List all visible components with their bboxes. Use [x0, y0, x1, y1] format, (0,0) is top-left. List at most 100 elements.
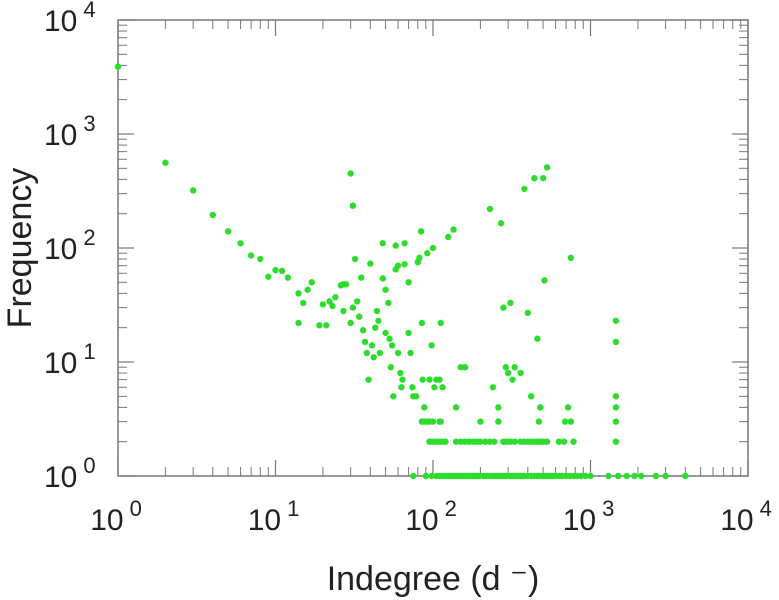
- data-point: [577, 472, 585, 480]
- data-point: [491, 438, 498, 445]
- data-point: [386, 335, 393, 342]
- data-point: [390, 393, 397, 400]
- y-tick-label: 10 4: [44, 0, 96, 38]
- data-point: [407, 349, 414, 357]
- data-point: [209, 211, 217, 219]
- data-point: [375, 317, 382, 324]
- data-point: [587, 472, 594, 480]
- data-point: [429, 418, 437, 425]
- data-point: [405, 329, 412, 337]
- data-point: [367, 260, 374, 267]
- data-point: [379, 275, 386, 282]
- x-tick-label: 10 2: [405, 496, 457, 537]
- data-point: [237, 240, 244, 247]
- data-point: [319, 301, 327, 308]
- data-point: [424, 250, 431, 257]
- data-point: [340, 307, 347, 315]
- data-point: [500, 304, 507, 311]
- data-point: [612, 338, 620, 346]
- data-point: [567, 254, 575, 262]
- data-point: [351, 255, 359, 263]
- data-point: [535, 418, 543, 425]
- data-point: [541, 277, 548, 284]
- data-point: [612, 393, 620, 400]
- data-point: [539, 174, 547, 182]
- y-axis-label: Frequency: [1, 168, 39, 329]
- data-point: [370, 354, 377, 361]
- data-point: [349, 202, 357, 209]
- data-point: [527, 393, 535, 400]
- data-point: [682, 472, 689, 480]
- data-point: [615, 472, 622, 480]
- data-point: [300, 299, 307, 307]
- data-point: [342, 281, 350, 288]
- data-point: [419, 376, 426, 383]
- data-point: [363, 349, 371, 357]
- data-point: [332, 294, 339, 301]
- data-point: [612, 438, 620, 445]
- data-point: [418, 319, 426, 327]
- data-point: [349, 304, 357, 311]
- data-point: [373, 307, 381, 315]
- data-point: [612, 418, 620, 425]
- data-point: [295, 290, 302, 297]
- data-point: [405, 279, 412, 286]
- data-point: [316, 322, 323, 329]
- data-point: [564, 404, 572, 411]
- data-point: [409, 384, 416, 391]
- data-point: [570, 438, 577, 445]
- data-point: [365, 376, 372, 383]
- data-point: [347, 170, 354, 177]
- data-point: [295, 319, 302, 327]
- data-point: [428, 342, 435, 349]
- data-point: [394, 349, 402, 357]
- data-point: [507, 299, 514, 307]
- data-point: [272, 266, 279, 274]
- data-point: [329, 302, 336, 310]
- data-point: [612, 404, 620, 411]
- data-point: [392, 242, 399, 249]
- data-point: [412, 393, 420, 400]
- data-point: [436, 376, 443, 383]
- data-point: [486, 205, 494, 213]
- data-point: [304, 286, 311, 293]
- data-point: [410, 472, 417, 480]
- data-point: [357, 274, 365, 281]
- data-point: [495, 404, 502, 411]
- data-point: [452, 404, 460, 411]
- data-point: [452, 438, 460, 445]
- data-point: [422, 472, 429, 480]
- data-point: [382, 329, 389, 337]
- data-point: [524, 309, 532, 317]
- data-point: [555, 438, 563, 445]
- data-point: [662, 472, 669, 480]
- data-point: [385, 299, 392, 307]
- data-point: [517, 369, 524, 377]
- data-point: [477, 438, 484, 445]
- data-point: [401, 261, 408, 268]
- x-axis-label: Indegree (d ⁻): [327, 560, 540, 598]
- data-point: [652, 472, 660, 480]
- data-point: [534, 335, 541, 342]
- data-point: [504, 369, 512, 377]
- data-point: [368, 342, 376, 349]
- data-point: [431, 384, 438, 391]
- data-point: [417, 228, 425, 235]
- data-point: [376, 349, 384, 357]
- major-ticks: [117, 19, 749, 477]
- data-point: [353, 298, 361, 305]
- data-point: [521, 185, 528, 193]
- data-point: [361, 338, 369, 346]
- data-point: [605, 472, 612, 480]
- data-point: [278, 267, 286, 275]
- data-point: [394, 262, 402, 269]
- data-point: [265, 273, 272, 280]
- data-point: [509, 376, 516, 383]
- data-point: [398, 384, 405, 391]
- data-point: [497, 220, 505, 227]
- data-points: [114, 63, 689, 480]
- data-point: [543, 438, 551, 445]
- data-point: [511, 364, 518, 371]
